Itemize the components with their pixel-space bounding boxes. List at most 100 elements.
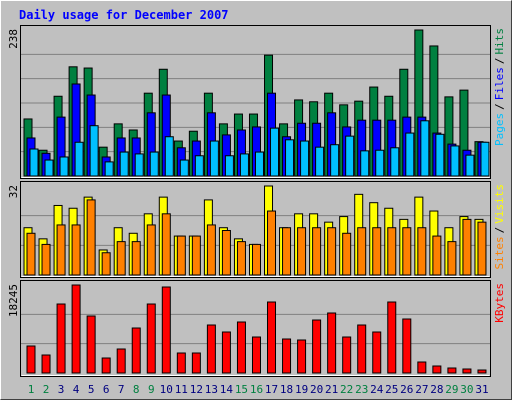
legend: KBytes bbox=[493, 283, 506, 323]
bar bbox=[131, 327, 141, 374]
x-tick-label: 6 bbox=[103, 383, 110, 396]
bar bbox=[149, 151, 159, 177]
bar bbox=[101, 252, 111, 276]
bar bbox=[71, 284, 81, 374]
bar bbox=[357, 227, 367, 276]
bar bbox=[41, 354, 51, 374]
legend-entry: Pages bbox=[493, 113, 506, 146]
x-tick-label: 10 bbox=[160, 383, 173, 396]
bar bbox=[477, 221, 487, 276]
bar bbox=[342, 336, 352, 374]
x-tick-label: 11 bbox=[175, 383, 188, 396]
bar bbox=[267, 301, 277, 374]
x-tick-label: 16 bbox=[250, 383, 263, 396]
bar bbox=[146, 224, 156, 276]
bar bbox=[116, 348, 126, 374]
bar bbox=[56, 224, 66, 276]
bar bbox=[432, 235, 442, 276]
bar bbox=[239, 153, 249, 177]
bar bbox=[29, 148, 39, 177]
bar bbox=[101, 357, 111, 374]
bar bbox=[44, 159, 54, 177]
x-tick-label: 2 bbox=[43, 383, 50, 396]
bar bbox=[206, 224, 216, 276]
bar bbox=[41, 243, 51, 276]
bar bbox=[161, 213, 171, 276]
bar bbox=[224, 155, 234, 177]
x-tick-label: 9 bbox=[148, 383, 155, 396]
bar bbox=[405, 132, 415, 177]
x-tick-label: 13 bbox=[205, 383, 218, 396]
x-tick-label: 23 bbox=[355, 383, 368, 396]
x-tick-label: 25 bbox=[385, 383, 398, 396]
bar bbox=[119, 151, 129, 177]
bar bbox=[221, 230, 231, 276]
bar bbox=[104, 161, 114, 177]
bar bbox=[480, 141, 490, 177]
bar bbox=[342, 232, 352, 276]
legend: Pages / Files / Hits bbox=[493, 28, 506, 146]
bar bbox=[56, 303, 66, 374]
bar bbox=[86, 315, 96, 374]
x-tick-label: 18 bbox=[280, 383, 293, 396]
legend-entry: Hits bbox=[493, 28, 506, 55]
bar bbox=[282, 338, 292, 374]
bar bbox=[447, 241, 457, 276]
x-tick-label: 1 bbox=[28, 383, 35, 396]
bar bbox=[312, 319, 322, 374]
bar bbox=[146, 303, 156, 374]
bar bbox=[254, 151, 264, 177]
x-tick-label: 28 bbox=[430, 383, 443, 396]
x-tick-label: 4 bbox=[73, 383, 80, 396]
bar bbox=[209, 140, 219, 177]
bar bbox=[267, 210, 277, 276]
x-tick-label: 15 bbox=[235, 383, 248, 396]
bar bbox=[282, 227, 292, 276]
bar bbox=[89, 125, 99, 177]
bar bbox=[432, 365, 442, 374]
bar bbox=[327, 312, 337, 374]
legend-entry: Sites bbox=[493, 236, 506, 269]
bar bbox=[131, 241, 141, 276]
bar bbox=[360, 150, 370, 177]
bar bbox=[372, 331, 382, 374]
x-tick-label: 3 bbox=[58, 383, 65, 396]
x-tick-label: 12 bbox=[190, 383, 203, 396]
bar bbox=[447, 367, 457, 374]
bar bbox=[300, 140, 310, 177]
x-tick-label: 8 bbox=[133, 383, 140, 396]
bar bbox=[387, 301, 397, 374]
bar bbox=[285, 139, 295, 177]
bar bbox=[179, 159, 189, 177]
bar bbox=[116, 241, 126, 276]
bar bbox=[251, 243, 261, 276]
bar bbox=[26, 345, 36, 374]
bar bbox=[417, 361, 427, 374]
bar bbox=[375, 149, 385, 177]
x-tick-label: 27 bbox=[415, 383, 428, 396]
legend: Sites / Visits bbox=[493, 184, 506, 270]
x-tick-label: 21 bbox=[325, 383, 338, 396]
x-tick-label: 29 bbox=[445, 383, 458, 396]
bar bbox=[194, 155, 204, 177]
bar bbox=[372, 227, 382, 276]
bar bbox=[390, 147, 400, 177]
x-tick-label: 17 bbox=[265, 383, 278, 396]
x-tick-label: 31 bbox=[475, 383, 488, 396]
legend-entry: Visits bbox=[493, 184, 506, 224]
bar bbox=[134, 153, 144, 177]
x-tick-label: 30 bbox=[460, 383, 473, 396]
x-tick-label: 26 bbox=[400, 383, 413, 396]
legend-entry: KBytes bbox=[493, 283, 506, 323]
y-tick-label: 18245 bbox=[7, 284, 20, 317]
bar bbox=[357, 324, 367, 374]
bar bbox=[221, 331, 231, 374]
bar bbox=[402, 318, 412, 374]
bar bbox=[462, 368, 472, 374]
bar bbox=[206, 324, 216, 374]
bar bbox=[477, 369, 487, 374]
bar bbox=[236, 241, 246, 276]
bar bbox=[251, 336, 261, 374]
